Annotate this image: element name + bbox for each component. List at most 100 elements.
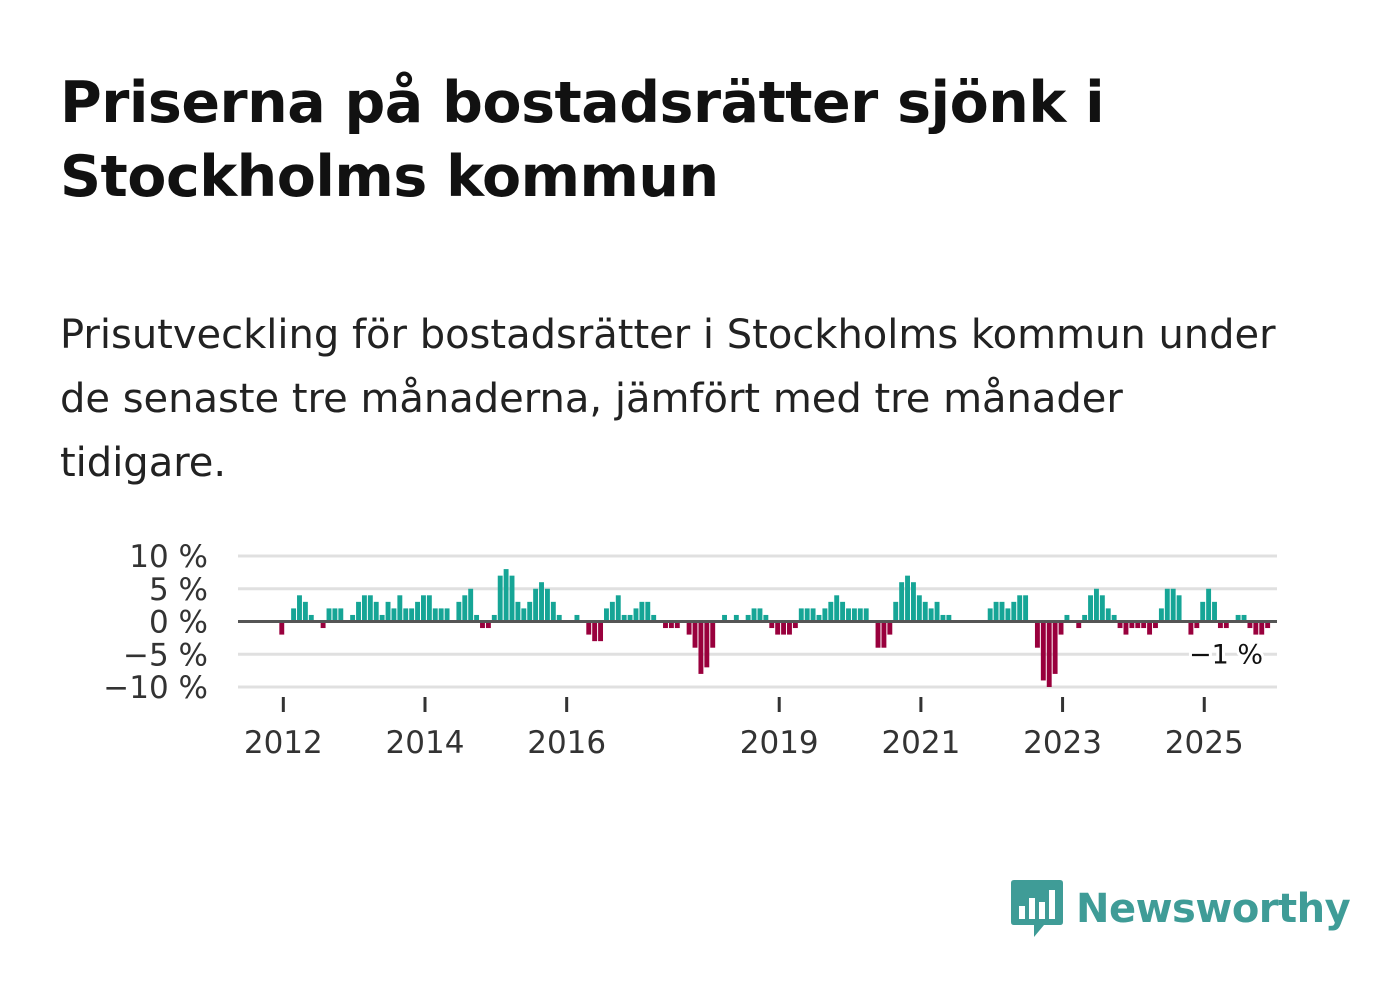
bar: [674, 621, 680, 629]
bar: [787, 621, 792, 635]
bar: [1200, 601, 1206, 622]
bar: [1147, 621, 1153, 635]
bar: [338, 608, 344, 622]
bar: [645, 601, 651, 622]
bar: [592, 621, 598, 642]
gridlines: [238, 554, 1277, 689]
bar: [905, 575, 910, 622]
bar: [438, 608, 444, 622]
bar: [1158, 608, 1164, 622]
newsworthy-logo: Newsworthy: [1010, 878, 1351, 940]
bar: [462, 595, 468, 622]
bar: [1241, 614, 1247, 622]
bar: [946, 614, 952, 622]
bar: [397, 595, 403, 622]
bar: [1052, 621, 1058, 674]
bar: [367, 595, 373, 622]
bar: [993, 601, 999, 622]
bar: [1206, 588, 1212, 622]
bar: [1034, 621, 1040, 648]
bar: [934, 601, 940, 622]
bar: [899, 582, 905, 622]
bar: [940, 614, 946, 622]
bar: [497, 575, 503, 622]
bar: [1058, 621, 1064, 635]
bar: [432, 608, 438, 622]
bar: [822, 608, 828, 622]
bar: [1170, 588, 1176, 622]
bar: [1064, 614, 1070, 622]
y-tick-label: −10 %: [103, 670, 208, 706]
bar: [1088, 595, 1093, 622]
bar: [320, 621, 326, 629]
bar: [544, 588, 550, 622]
y-tick-label: 5 %: [149, 572, 208, 608]
bar: [1105, 608, 1111, 622]
newsworthy-bar-chart-icon: [1011, 880, 1063, 937]
bar: [615, 595, 621, 622]
x-tick-label: 2021: [881, 725, 960, 761]
bar: [1017, 595, 1023, 622]
y-tick-label: 10 %: [129, 539, 208, 575]
bar: [1011, 601, 1017, 622]
bar: [710, 621, 716, 648]
bar: [804, 608, 810, 622]
bar: [851, 608, 857, 622]
bar: [1123, 621, 1129, 635]
bar: [598, 621, 604, 642]
bar: [1212, 601, 1217, 622]
bar: [922, 601, 928, 622]
bar: [391, 608, 397, 622]
bar: [1247, 621, 1253, 629]
bar: [887, 621, 893, 635]
last-value-label: −1 %: [1189, 639, 1263, 670]
bar: [692, 621, 698, 648]
bar: [686, 621, 692, 635]
bars: [279, 569, 1271, 687]
bar: [1135, 621, 1141, 629]
bar: [1194, 621, 1200, 629]
bar: [834, 595, 840, 622]
bar: [480, 621, 485, 629]
bar: [816, 614, 822, 622]
bar: [1040, 621, 1046, 681]
bar: [987, 608, 993, 622]
bar: [326, 608, 332, 622]
bar: [798, 608, 804, 622]
bar: [1082, 614, 1088, 622]
bar: [1093, 588, 1099, 622]
bar: [775, 621, 781, 635]
bar: [1265, 621, 1271, 629]
bar: [556, 614, 562, 622]
bar: [846, 608, 851, 622]
bar: [279, 621, 285, 635]
bar: [1023, 595, 1029, 622]
bar: [379, 614, 385, 622]
bar: [308, 614, 314, 622]
bar: [550, 601, 556, 622]
bar: [627, 614, 633, 622]
bar: [668, 621, 674, 629]
y-tick-label: 0 %: [149, 605, 208, 641]
bar: [792, 621, 798, 629]
bar: [1253, 621, 1259, 635]
bar: [332, 608, 338, 622]
bar-chart: 10 %5 %0 %−5 %−10 % 2012 2014 2016 2019 2021…: [103, 539, 1277, 761]
x-tick-label: 2019: [740, 725, 819, 761]
bar: [421, 595, 426, 622]
bar: [539, 582, 544, 622]
bar: [698, 621, 704, 674]
bar: [893, 601, 899, 622]
bar: [769, 621, 775, 629]
x-axis: 2012 2014 2016 2019 2021 2023 2025: [244, 697, 1244, 761]
bar: [297, 595, 302, 622]
bar: [409, 608, 415, 622]
x-tick-label: 2014: [386, 725, 465, 761]
bar: [521, 608, 527, 622]
bar: [291, 608, 297, 622]
bar: [485, 621, 491, 629]
bar: [1141, 621, 1147, 629]
brand-name: Newsworthy: [1076, 886, 1351, 932]
bar: [1217, 621, 1223, 629]
bar: [633, 608, 639, 622]
